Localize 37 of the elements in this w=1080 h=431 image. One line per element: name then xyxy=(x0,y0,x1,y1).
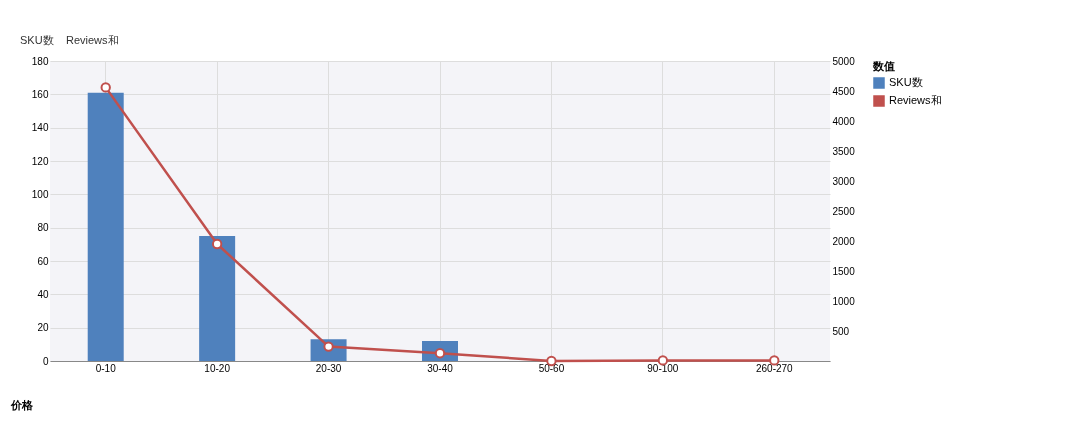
y-tick-label: 80 xyxy=(37,222,49,234)
x-tick-label: 30-40 xyxy=(427,362,454,374)
y-tick-label: 0 xyxy=(42,355,49,367)
y-tick-label: 60 xyxy=(37,255,49,267)
y2-tick-label: 1500 xyxy=(832,265,856,277)
y-tick-label: 120 xyxy=(31,155,49,167)
y2-tick-label: 4000 xyxy=(832,115,856,127)
x-tick-label: 0-10 xyxy=(95,362,117,374)
legend-title: 数值 xyxy=(872,60,895,72)
point xyxy=(211,238,223,250)
y-tick-label: 160 xyxy=(31,88,49,100)
legend-label: SKU数 xyxy=(889,76,923,88)
y-tick-label: 180 xyxy=(31,55,49,67)
x-axis-title: 价格 xyxy=(9,398,34,411)
y-tick-label: 20 xyxy=(37,322,49,334)
y-tick-label: 40 xyxy=(37,288,49,300)
x-tick-label: 260-270 xyxy=(755,362,794,374)
bar xyxy=(87,92,124,361)
x-tick-label: 50-60 xyxy=(538,362,565,374)
y2-tick-label: 1000 xyxy=(832,295,856,307)
y-tick-label: 100 xyxy=(31,188,49,200)
x-tick-label: 90-100 xyxy=(647,362,679,374)
y2-tick-label: 3000 xyxy=(832,175,856,187)
y2-tick-label: 3500 xyxy=(832,145,856,157)
bar xyxy=(199,236,236,361)
y2-tick-label: 2500 xyxy=(832,205,856,217)
text: SKU数 xyxy=(20,34,54,46)
y2-tick-label: 4500 xyxy=(832,85,856,97)
legend-label: Reviews和 xyxy=(889,94,942,106)
point xyxy=(100,82,111,93)
y2-tick-label: 5000 xyxy=(832,55,856,67)
y-tick-label: 140 xyxy=(31,122,49,134)
x-tick-label: 20-30 xyxy=(315,362,342,374)
text: Reviews和 xyxy=(66,34,119,46)
y2-tick-label: 500 xyxy=(832,325,850,337)
y2-tick-label: 2000 xyxy=(832,235,856,247)
x-tick-label: 10-20 xyxy=(204,362,231,374)
